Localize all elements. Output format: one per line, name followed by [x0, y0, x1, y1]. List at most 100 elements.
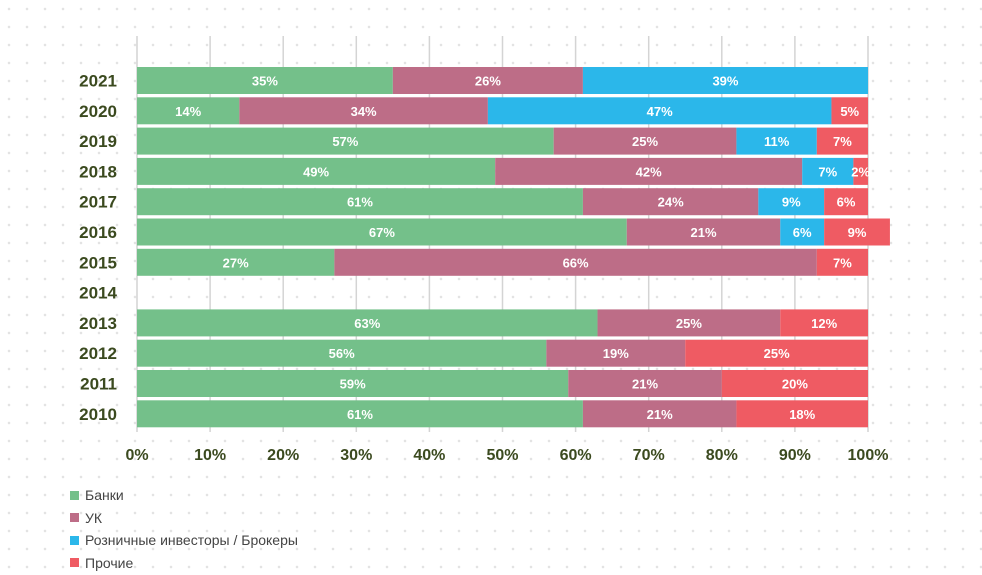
y-category-label: 2019: [79, 132, 117, 151]
bar-segment: [239, 97, 488, 125]
bar-segment: [487, 97, 832, 125]
legend-item: Банки: [70, 484, 298, 507]
legend-item: Прочие: [70, 552, 298, 575]
bar-segment: [780, 218, 825, 246]
legend-swatch: [70, 535, 79, 545]
y-category-label: 2020: [79, 102, 117, 121]
bar-value-label: 20%: [782, 377, 808, 392]
bar-segment: [824, 218, 890, 246]
bar-segment: [816, 248, 868, 276]
y-category-label: 2010: [79, 405, 117, 424]
bar-value-label: 21%: [691, 225, 717, 240]
legend-item: УК: [70, 507, 298, 530]
x-tick-label: 0%: [125, 447, 148, 464]
bar-value-label: 7%: [818, 164, 837, 179]
bar-segment: [685, 339, 868, 367]
x-tick-label: 30%: [340, 447, 372, 464]
bar-value-label: 35%: [252, 74, 278, 89]
bar-value-label: 34%: [351, 104, 377, 119]
bar-value-label: 56%: [329, 346, 355, 361]
y-category-label: 2021: [79, 72, 117, 91]
bar-segment: [758, 188, 825, 216]
bar-value-label: 21%: [632, 377, 658, 392]
y-category-label: 2016: [79, 223, 117, 242]
y-category-label: 2017: [79, 193, 117, 212]
bar-value-label: 21%: [647, 407, 673, 422]
bar-segment: [736, 400, 868, 428]
x-tick-label: 80%: [706, 447, 738, 464]
bar-segment: [137, 309, 598, 337]
bar-segment: [137, 248, 335, 276]
bar-value-label: 18%: [789, 407, 815, 422]
bar-segment: [546, 339, 686, 367]
bar-segment: [780, 309, 868, 337]
bar-segment: [137, 127, 554, 155]
x-tick-label: 70%: [633, 447, 665, 464]
legend-label: Розничные инвесторы / Брокеры: [85, 532, 298, 549]
bar-value-label: 26%: [475, 74, 501, 89]
bar-value-label: 61%: [347, 407, 373, 422]
y-category-label: 2015: [79, 253, 117, 272]
bar-segment: [334, 248, 817, 276]
bar-value-label: 49%: [303, 164, 329, 179]
bar-value-label: 67%: [369, 225, 395, 240]
bar-value-label: 57%: [332, 134, 358, 149]
legend-label: Банки: [85, 487, 124, 504]
legend-label: УК: [85, 509, 103, 526]
legend-swatch: [70, 490, 79, 500]
bar-segment: [582, 188, 759, 216]
bar-segment: [137, 157, 496, 185]
y-category-label: 2013: [79, 314, 117, 333]
legend-item: Розничные инвесторы / Брокеры: [70, 529, 298, 552]
bar-value-label: 25%: [632, 134, 658, 149]
y-category-label: 2011: [80, 375, 117, 394]
bar-value-label: 14%: [175, 104, 201, 119]
bar-value-label: 39%: [712, 74, 738, 89]
bar-segment: [597, 309, 781, 337]
bar-segment: [582, 67, 868, 94]
bar-value-label: 6%: [837, 195, 856, 210]
legend-label: Прочие: [85, 554, 134, 571]
bar-segment: [721, 370, 868, 397]
bar-value-label: 9%: [782, 195, 801, 210]
x-tick-label: 10%: [194, 447, 226, 464]
bar-segment: [626, 218, 781, 246]
bar-segment: [582, 400, 737, 428]
x-tick-label: 40%: [413, 447, 445, 464]
bar-value-label: 24%: [658, 195, 684, 210]
bar-segment: [137, 188, 583, 216]
x-tick-label: 20%: [267, 447, 299, 464]
bar-segment: [831, 97, 868, 125]
bar-segment: [137, 339, 547, 367]
bar-segment: [824, 188, 868, 216]
bar-value-label: 6%: [793, 225, 812, 240]
bar-segment: [137, 218, 627, 246]
x-tick-label: 60%: [560, 447, 592, 464]
bar-value-label: 9%: [848, 225, 867, 240]
x-tick-label: 100%: [848, 447, 889, 464]
bar-segment: [736, 127, 817, 155]
bar-segment: [816, 127, 868, 155]
x-tick-label: 90%: [779, 447, 811, 464]
chart-legend: Банки УК Розничные инвесторы / Брокеры Проч…: [70, 484, 298, 574]
bar-segment: [137, 400, 583, 428]
bar-segment: [392, 67, 583, 94]
bar-segment: [553, 127, 737, 155]
stacked-bar-chart: 0% 10% 20% 30% 40% 50% 60% 70% 80% 90% 100% 2021 35%…: [79, 36, 890, 464]
x-tick-label: 50%: [486, 447, 518, 464]
bar-value-label: 47%: [647, 104, 673, 119]
bar-value-label: 42%: [636, 164, 662, 179]
y-category-label: 2018: [79, 162, 117, 181]
bar-segment: [853, 157, 868, 185]
bar-segment: [495, 157, 803, 185]
bar-segment: [137, 370, 569, 397]
bar-segment: [137, 67, 393, 94]
bar-value-label: 19%: [603, 346, 629, 361]
legend-swatch: [70, 558, 79, 568]
bar-value-label: 25%: [764, 346, 790, 361]
bar-value-label: 66%: [563, 255, 589, 270]
bar-value-label: 59%: [340, 377, 366, 392]
bar-value-label: 2%: [851, 164, 870, 179]
bar-value-label: 7%: [833, 134, 852, 149]
bar-segment: [137, 97, 240, 125]
